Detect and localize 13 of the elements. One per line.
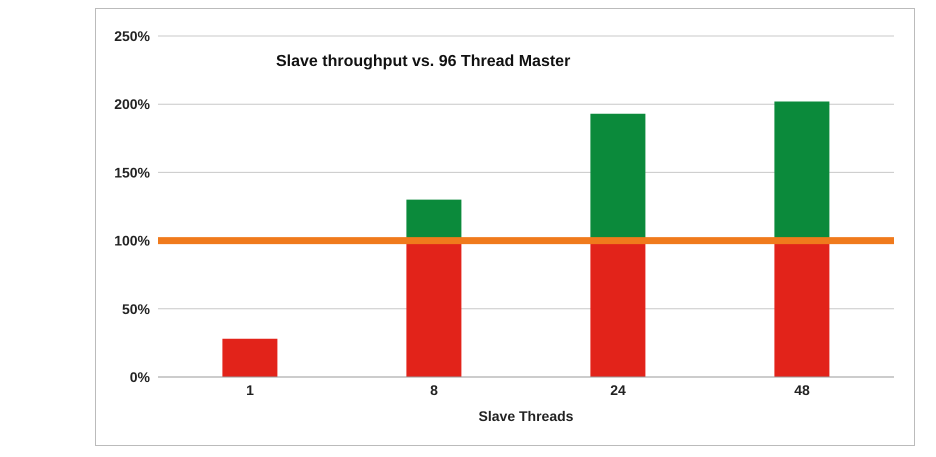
y-tick-label: 0% [130, 368, 151, 385]
y-tick-label: 50% [122, 300, 151, 317]
x-axis-title: Slave Threads [478, 408, 574, 424]
y-tick-label: 150% [114, 164, 151, 180]
y-tick-label: 100% [114, 232, 151, 249]
bar [222, 338, 278, 377]
y-tick-label: 250% [114, 28, 151, 44]
x-tick-label: 8 [430, 382, 438, 398]
text: Slave throughput vs. 96 Thread Master [276, 53, 570, 71]
x-tick-label: 48 [794, 382, 810, 398]
y-tick-label: 200% [114, 96, 151, 112]
x-tick-label: 1 [246, 382, 254, 398]
x-tick-label: 24 [610, 382, 626, 398]
